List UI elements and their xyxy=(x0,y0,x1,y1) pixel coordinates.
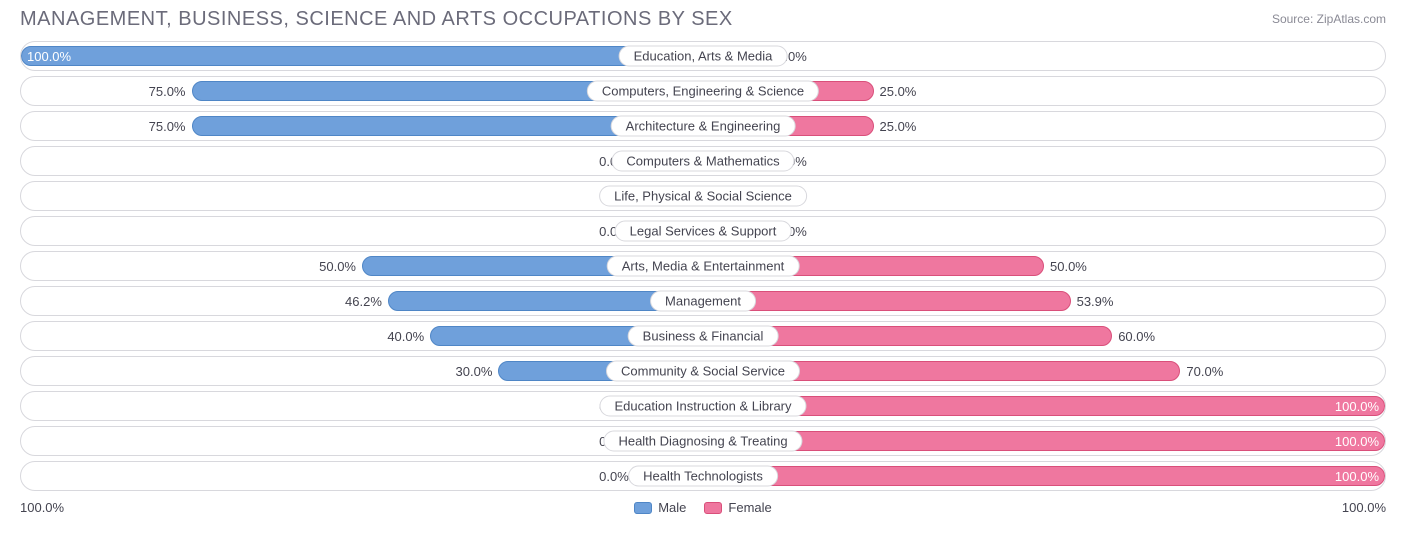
chart-row: 0.0%0.0%Computers & Mathematics xyxy=(20,146,1386,176)
chart-row: 0.0%100.0%Health Diagnosing & Treating xyxy=(20,426,1386,456)
female-value-label: 25.0% xyxy=(880,77,917,105)
legend-item-female: Female xyxy=(704,500,771,515)
chart-row: 30.0% 70.0% Community & Social Service xyxy=(20,356,1386,386)
female-value-label: 25.0% xyxy=(880,112,917,140)
chart-title: MANAGEMENT, BUSINESS, SCIENCE AND ARTS O… xyxy=(20,8,733,31)
male-value-label: 100.0% xyxy=(27,42,71,70)
axis-label-left: 100.0% xyxy=(20,500,64,515)
axis-label-right: 100.0% xyxy=(1342,500,1386,515)
female-value-label: 50.0% xyxy=(1050,252,1087,280)
chart-row: 75.0% 25.0% Architecture & Engineering xyxy=(20,111,1386,141)
category-label: Life, Physical & Social Science xyxy=(599,186,807,207)
category-label: Legal Services & Support xyxy=(615,221,792,242)
category-label: Arts, Media & Entertainment xyxy=(607,256,800,277)
chart-area: 100.0%0.0%Education, Arts & Media75.0%25… xyxy=(0,37,1406,491)
legend-label-female: Female xyxy=(728,500,771,515)
category-label: Architecture & Engineering xyxy=(611,116,796,137)
chart-row: 0.0%0.0%Life, Physical & Social Science xyxy=(20,181,1386,211)
chart-row: 0.0%0.0%Legal Services & Support xyxy=(20,216,1386,246)
female-value-label: 70.0% xyxy=(1186,357,1223,385)
male-value-label: 75.0% xyxy=(149,77,186,105)
chart-footer: 100.0% Male Female 100.0% xyxy=(0,496,1406,515)
chart-row: 40.0% 60.0% Business & Financial xyxy=(20,321,1386,351)
chart-row: 0.0% 100.0% Health Technologists xyxy=(20,461,1386,491)
female-swatch-icon xyxy=(704,502,722,514)
male-value-label: 0.0% xyxy=(599,462,629,490)
male-value-label: 50.0% xyxy=(319,252,356,280)
category-label: Education, Arts & Media xyxy=(619,46,788,67)
chart-row: 46.2% 53.9% Management xyxy=(20,286,1386,316)
category-label: Community & Social Service xyxy=(606,361,800,382)
male-swatch-icon xyxy=(634,502,652,514)
chart-header: MANAGEMENT, BUSINESS, SCIENCE AND ARTS O… xyxy=(0,0,1406,37)
chart-row: 100.0%0.0%Education, Arts & Media xyxy=(20,41,1386,71)
female-value-label: 100.0% xyxy=(1335,427,1379,455)
category-label: Business & Financial xyxy=(628,326,779,347)
legend-item-male: Male xyxy=(634,500,686,515)
male-value-label: 40.0% xyxy=(387,322,424,350)
male-bar xyxy=(21,46,703,66)
chart-row: 0.0%100.0%Education Instruction & Librar… xyxy=(20,391,1386,421)
female-value-label: 100.0% xyxy=(1335,462,1379,490)
female-bar xyxy=(703,466,1385,486)
category-label: Health Diagnosing & Treating xyxy=(603,431,802,452)
male-value-label: 75.0% xyxy=(149,112,186,140)
chart-source: Source: ZipAtlas.com xyxy=(1272,8,1386,26)
category-label: Education Instruction & Library xyxy=(599,396,806,417)
category-label: Computers, Engineering & Science xyxy=(587,81,819,102)
female-value-label: 60.0% xyxy=(1118,322,1155,350)
legend-label-male: Male xyxy=(658,500,686,515)
female-bar xyxy=(703,431,1385,451)
category-label: Computers & Mathematics xyxy=(611,151,794,172)
female-value-label: 100.0% xyxy=(1335,392,1379,420)
chart-row: 75.0% 25.0% Computers, Engineering & Scien… xyxy=(20,76,1386,106)
female-value-label: 53.9% xyxy=(1077,287,1114,315)
chart-row: 50.0% 50.0% Arts, Media & Entertainment xyxy=(20,251,1386,281)
category-label: Management xyxy=(650,291,756,312)
legend: Male Female xyxy=(64,500,1342,515)
male-value-label: 30.0% xyxy=(456,357,493,385)
male-value-label: 46.2% xyxy=(345,287,382,315)
female-bar xyxy=(703,291,1071,311)
category-label: Health Technologists xyxy=(628,466,778,487)
